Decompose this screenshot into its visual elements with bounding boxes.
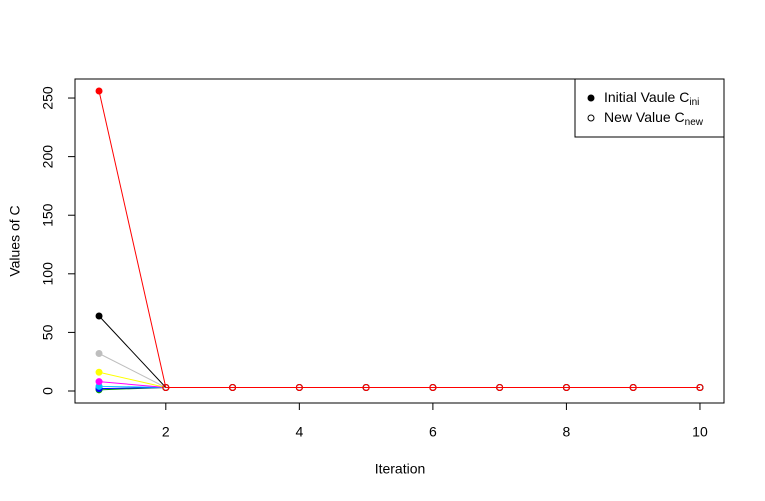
- x-tick-label: 6: [429, 424, 437, 440]
- y-tick-label: 150: [40, 203, 56, 227]
- series-line: [98, 90, 700, 388]
- legend-label: Initial Vaule Cini: [604, 89, 699, 108]
- legend-marker: [587, 94, 595, 102]
- legend-label: New Value Cnew: [604, 109, 704, 128]
- new-point: [496, 383, 504, 391]
- legend-marker: [587, 114, 595, 122]
- y-axis-title: Values of C: [7, 205, 23, 276]
- new-point: [429, 383, 437, 391]
- initial-point: [95, 378, 103, 386]
- new-point: [162, 383, 170, 391]
- y-tick-label: 200: [40, 145, 56, 169]
- x-tick-label: 4: [295, 424, 303, 440]
- y-tick-label: 100: [40, 262, 56, 286]
- series-line: [98, 353, 700, 388]
- legend-box: [574, 78, 725, 138]
- x-tick-label: 10: [692, 424, 708, 440]
- new-point: [295, 383, 303, 391]
- series-line: [98, 315, 700, 388]
- series-line: [98, 381, 700, 388]
- y-tick-label: 250: [40, 86, 56, 110]
- y-tick-label: 50: [40, 324, 56, 340]
- legend-subscript: ini: [689, 97, 699, 108]
- legend-text: New Value C: [604, 109, 685, 125]
- initial-point: [95, 368, 103, 376]
- initial-point: [95, 350, 103, 357]
- initial-point: [95, 87, 103, 95]
- new-point: [696, 383, 704, 391]
- legend-text: Initial Vaule C: [604, 89, 689, 105]
- legend-subscript: new: [685, 117, 704, 128]
- new-point: [229, 383, 237, 391]
- series-line: [98, 371, 700, 388]
- x-tick-label: 2: [162, 424, 170, 440]
- x-tick-label: 8: [563, 424, 571, 440]
- x-axis-title: Iteration: [375, 461, 426, 477]
- y-tick-label: 0: [40, 387, 56, 395]
- new-point: [629, 383, 637, 391]
- new-point: [362, 383, 370, 391]
- new-point: [562, 383, 570, 391]
- initial-point: [95, 312, 103, 320]
